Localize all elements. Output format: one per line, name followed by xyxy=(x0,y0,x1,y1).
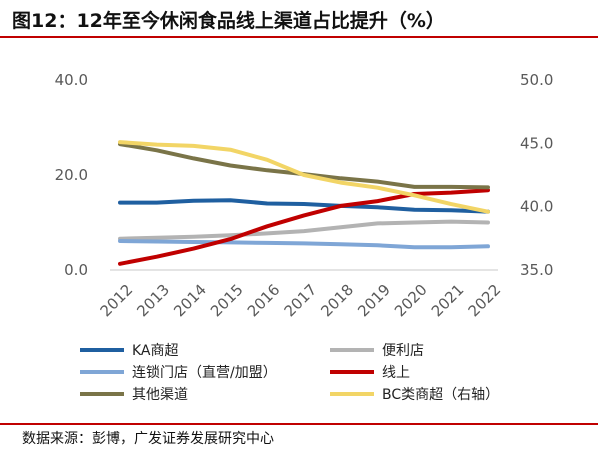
left-axis: 0.0 20.0 40.0 xyxy=(55,71,88,279)
x-tick-label: 2019 xyxy=(354,281,394,321)
source-note: 数据来源：彭博，广发证券发展研究中心 xyxy=(22,431,274,447)
legend-label: 线上 xyxy=(382,365,410,381)
x-tick-label: 2021 xyxy=(428,281,468,321)
legend-label: 便利店 xyxy=(382,343,424,359)
right-tick-label: 40.0 xyxy=(520,198,553,216)
chart-title: 图12：12年至今休闲食品线上渠道占比提升（%） xyxy=(12,10,445,32)
series-line-0 xyxy=(118,198,490,214)
x-tick-label: 2020 xyxy=(391,281,431,321)
series-line-4 xyxy=(118,142,490,190)
left-tick-label: 0.0 xyxy=(64,261,88,279)
x-axis: 2012201320142015201620172018201920202021… xyxy=(97,269,505,321)
x-tick-label: 2012 xyxy=(97,281,137,321)
x-tick-label: 2016 xyxy=(244,281,284,321)
right-tick-label: 45.0 xyxy=(520,134,553,152)
series-line-2 xyxy=(118,239,490,250)
x-tick-label: 2018 xyxy=(317,281,357,321)
right-axis: 35.0 40.0 45.0 50.0 xyxy=(520,71,553,279)
source-rule xyxy=(0,423,598,425)
series-lines xyxy=(118,140,490,266)
title-rule xyxy=(0,36,598,38)
x-tick-label: 2014 xyxy=(170,281,210,321)
right-tick-label: 35.0 xyxy=(520,261,553,279)
x-tick-label: 2022 xyxy=(465,281,505,321)
series-line-3 xyxy=(118,188,490,266)
x-tick-label: 2017 xyxy=(281,281,321,321)
legend-label: 连锁门店（直营/加盟） xyxy=(132,364,277,381)
line-chart: 0.020.040.0 35.040.045.050.0 20122013201… xyxy=(55,71,554,403)
x-tick-label: 2013 xyxy=(133,281,173,321)
legend-label: BC类商超（右轴） xyxy=(382,387,499,403)
series-line-5 xyxy=(118,140,490,214)
left-tick-label: 20.0 xyxy=(55,166,88,184)
legend-label: KA商超 xyxy=(132,343,179,359)
series-line-1 xyxy=(118,219,490,241)
right-tick-label: 50.0 xyxy=(520,71,553,89)
left-tick-label: 40.0 xyxy=(55,71,88,89)
legend-label: 其他渠道 xyxy=(132,387,188,403)
x-tick-label: 2015 xyxy=(207,281,247,321)
